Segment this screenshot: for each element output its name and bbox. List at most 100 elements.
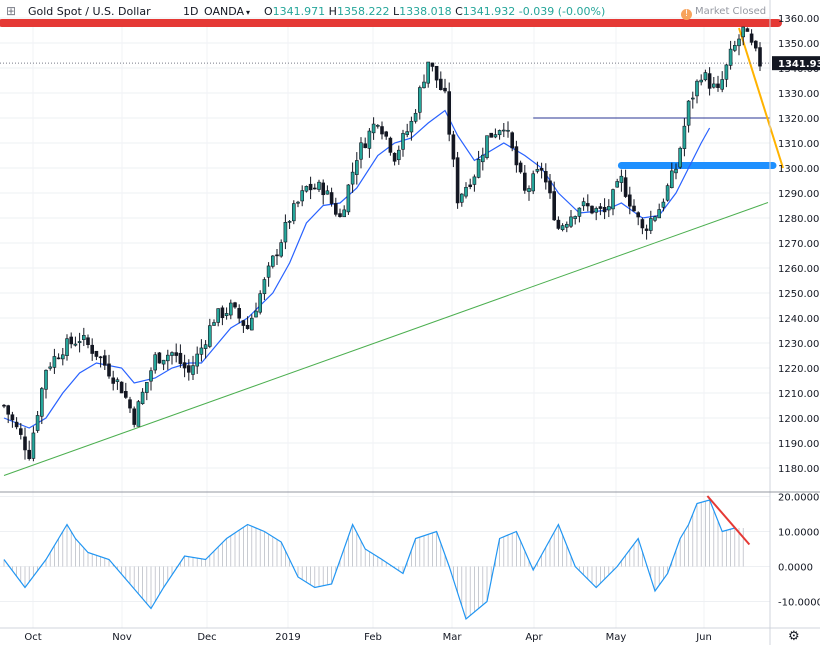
expand-icon[interactable]: ⊞ <box>6 4 17 18</box>
candle <box>493 128 498 139</box>
candle-body <box>14 421 19 428</box>
candle-body <box>556 219 561 229</box>
candle <box>308 176 313 200</box>
candle <box>695 79 699 104</box>
candle-body <box>363 143 368 149</box>
candle <box>212 319 216 326</box>
candle <box>548 173 552 199</box>
price-tick-label: 1350.00 <box>778 39 819 50</box>
candle <box>333 197 338 217</box>
candle <box>107 354 111 379</box>
symbol-title[interactable]: Gold Spot / U.S. Dollar <box>28 5 151 18</box>
candle <box>149 367 153 391</box>
candle-body <box>724 64 729 80</box>
candle-body <box>522 172 527 191</box>
candle-body <box>178 352 183 364</box>
candle <box>312 183 317 190</box>
candle-body <box>552 191 557 221</box>
candle <box>669 162 674 189</box>
candle-body <box>187 365 191 373</box>
candle-body <box>455 157 460 204</box>
candle <box>598 203 603 216</box>
price-tick-label: 1200.00 <box>778 414 819 425</box>
candle <box>501 123 506 138</box>
price-tick-label: 1270.00 <box>778 239 819 250</box>
candle <box>338 208 342 218</box>
interval-label[interactable]: 1D <box>183 5 199 18</box>
candle-body <box>564 223 569 228</box>
candle-body <box>191 365 195 375</box>
candle-body <box>90 344 94 354</box>
candle <box>653 215 657 223</box>
ohlc-readout: O1341.971 H1358.222 L1338.018 C1341.932 … <box>264 4 605 20</box>
candle-body <box>333 203 338 215</box>
candle-body <box>354 160 359 175</box>
candle <box>413 109 418 124</box>
candle <box>145 382 149 401</box>
candle-body <box>581 201 586 207</box>
candle-body <box>417 87 422 113</box>
candle <box>514 140 519 173</box>
candle <box>447 82 452 142</box>
candle <box>27 440 32 461</box>
candle <box>627 186 632 215</box>
candle <box>686 100 691 133</box>
candle <box>346 184 351 215</box>
candle <box>468 178 473 190</box>
candle-body <box>342 209 347 218</box>
candle <box>23 427 27 460</box>
candle-body <box>539 168 544 171</box>
candle-body <box>31 432 36 459</box>
candle-body <box>48 366 53 369</box>
candle-body <box>27 449 32 459</box>
time-tick-label: Dec <box>197 632 216 643</box>
candle-body <box>745 28 750 32</box>
candle <box>615 178 620 188</box>
candle-body <box>300 190 305 202</box>
candle-body <box>611 189 615 210</box>
exchange-name: OANDA <box>204 5 245 18</box>
price-tick-label: 1210.00 <box>778 389 819 400</box>
candle <box>388 136 393 156</box>
candle <box>699 74 704 86</box>
candle-body <box>447 91 452 135</box>
candle <box>161 359 166 371</box>
gear-icon[interactable]: ⚙ <box>788 629 800 644</box>
candle-body <box>527 188 531 192</box>
candle-body <box>623 177 628 197</box>
candle-body <box>371 123 376 134</box>
candle-body <box>44 369 48 390</box>
candle <box>111 370 115 391</box>
candle <box>732 40 737 53</box>
candle <box>86 334 90 349</box>
time-tick-label: Feb <box>364 632 382 643</box>
candle <box>380 121 384 140</box>
high-label: H <box>328 5 337 18</box>
candle-body <box>707 73 712 89</box>
exchange-label[interactable]: OANDA ▾ <box>204 4 250 20</box>
candle-body <box>52 356 57 368</box>
candle <box>237 304 241 324</box>
candle <box>522 165 527 194</box>
price-tick-label: 1330.00 <box>778 89 819 100</box>
candle-body <box>224 313 229 317</box>
candle <box>52 348 57 374</box>
candle <box>279 239 284 258</box>
price-tick-label: 1320.00 <box>778 114 819 125</box>
candle <box>409 116 414 141</box>
candle <box>539 162 544 179</box>
candle-body <box>728 48 733 66</box>
candle-body <box>212 322 216 326</box>
candle-body <box>291 203 296 222</box>
candle-body <box>153 354 157 371</box>
market-status-label: Market Closed <box>695 6 767 17</box>
candle <box>619 169 624 192</box>
candle <box>233 301 237 309</box>
candle-body <box>699 79 704 83</box>
candle-body <box>401 133 405 150</box>
candle-body <box>711 83 716 88</box>
candle-body <box>560 225 565 231</box>
candle <box>531 170 536 195</box>
candle-body <box>577 207 582 217</box>
candle-body <box>136 401 141 427</box>
